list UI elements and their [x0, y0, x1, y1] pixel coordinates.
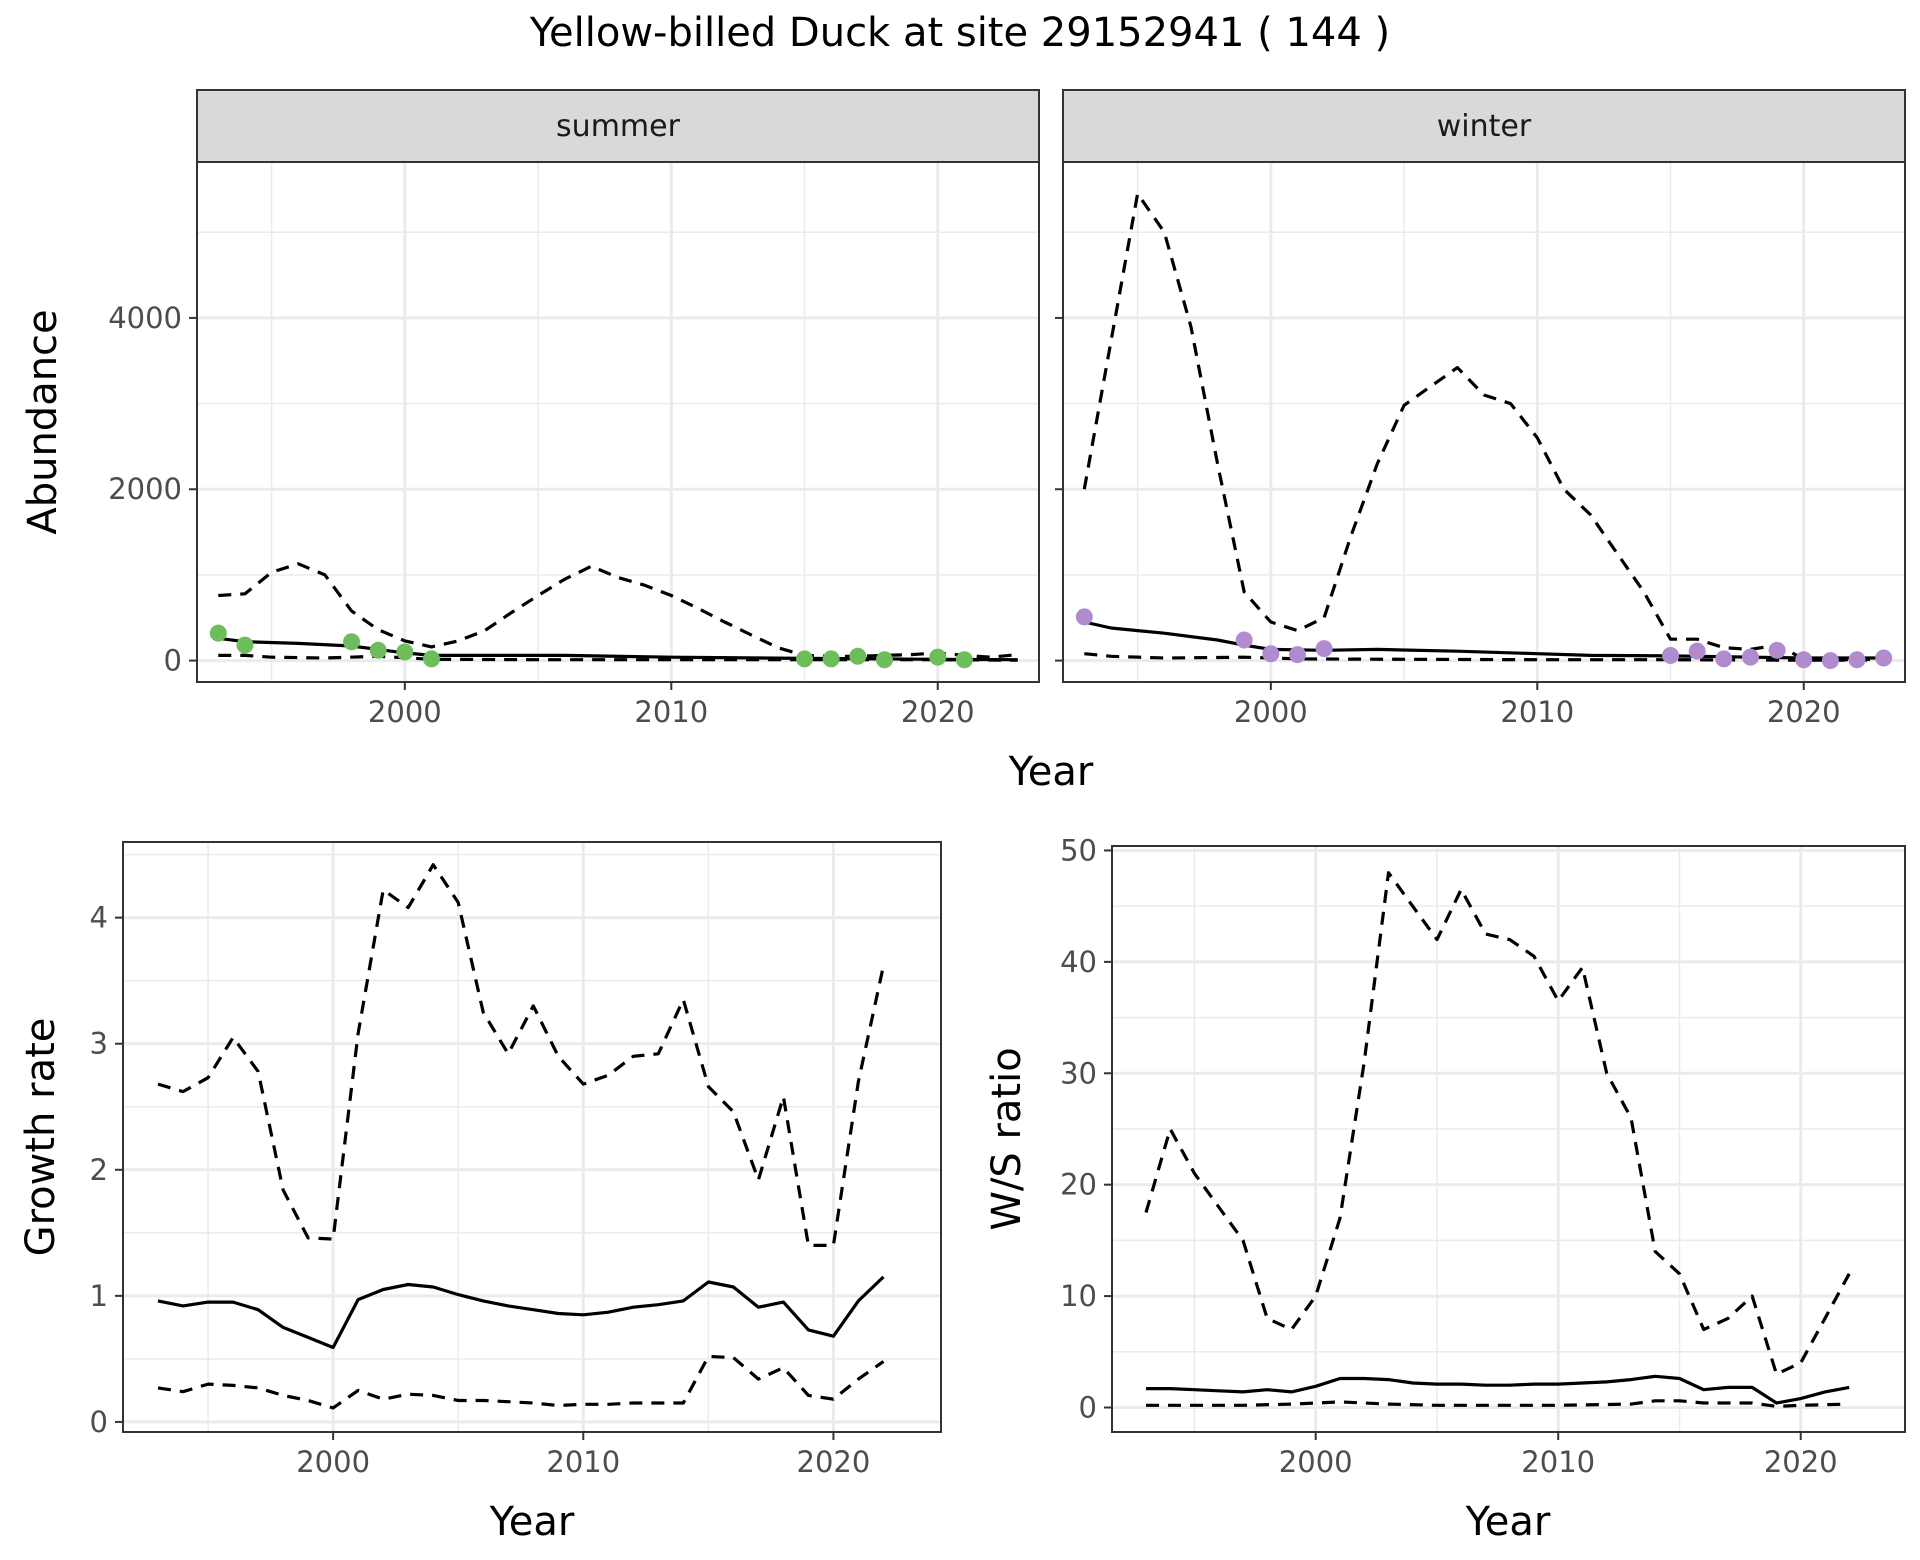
x-tick-label: 2010 [634, 695, 708, 729]
winter-upper-line [1082, 192, 1884, 662]
y-tick-label: 0 [164, 644, 182, 678]
winter-observation-point [1262, 645, 1280, 663]
panel-summer: summer 2000 2010 2020 0 2000 4000 [108, 89, 1040, 729]
x-tick-label: 2020 [1767, 695, 1841, 729]
growth-lower-line [157, 1354, 885, 1410]
winter-observation-point [1688, 642, 1706, 660]
summer-plot-border [196, 161, 1040, 683]
y-tick-label: 2 [90, 1153, 108, 1187]
summer-observation-point [369, 641, 387, 659]
growth-grid [123, 842, 941, 1432]
ratio-x-axis-label: Year [1465, 1499, 1551, 1545]
summer-marks [209, 562, 1018, 669]
winter-mean-line [1083, 620, 1884, 660]
ratio-ticks: 2000 2010 2020 0 10 20 30 40 50 [1060, 833, 1838, 1479]
winter-observation-point [1288, 646, 1306, 664]
winter-plot-border [1062, 161, 1906, 683]
x-tick-label: 2020 [797, 1445, 871, 1479]
ratio-upper-line [1144, 871, 1851, 1376]
x-tick-label: 2000 [296, 1445, 370, 1479]
summer-observation-point [929, 648, 947, 666]
winter-observation-point [1662, 646, 1680, 664]
summer-observation-point [236, 636, 254, 654]
summer-observation-point [422, 650, 440, 668]
winter-observation-point [1315, 640, 1333, 658]
x-tick-label: 2010 [546, 1445, 620, 1479]
summer-observation-point [796, 650, 814, 668]
y-tick-label: 4000 [108, 301, 182, 335]
y-tick-label: 40 [1060, 945, 1097, 979]
x-tick-label: 2020 [901, 695, 975, 729]
x-tick-label: 2020 [1764, 1445, 1838, 1479]
summer-observation-point [396, 643, 414, 661]
summer-grid [197, 162, 1039, 682]
ratio-y-axis-label: W/S ratio [984, 1047, 1030, 1230]
winter-grid [1063, 162, 1905, 682]
x-tick-label: 2010 [1500, 695, 1574, 729]
x-tick-label: 2010 [1521, 1445, 1595, 1479]
growth-plot-border [122, 841, 942, 1433]
winter-lower-line [1084, 652, 1884, 662]
summer-strip [196, 89, 1040, 163]
summer-observation-point [822, 650, 840, 668]
winter-strip [1062, 89, 1906, 163]
y-tick-label: 0 [90, 1405, 108, 1439]
summer-ticks: 2000 2010 2020 0 2000 4000 [108, 301, 974, 729]
summer-facet-label: summer [556, 109, 681, 144]
growth-mean-line [157, 1275, 885, 1350]
y-tick-label: 3 [90, 1027, 108, 1061]
growth-y-axis-label: Growth rate [18, 1018, 64, 1257]
abundance-x-axis-label: Year [1008, 749, 1094, 795]
ratio-lower-line [1146, 1399, 1850, 1408]
ratio-plot-border [1111, 845, 1906, 1433]
summer-observation-point [875, 651, 893, 669]
winter-observation-point [1768, 641, 1786, 659]
y-tick-label: 10 [1060, 1279, 1097, 1313]
x-tick-label: 2000 [1234, 695, 1308, 729]
winter-observation-point [1795, 651, 1813, 669]
x-tick-label: 2000 [368, 695, 442, 729]
winter-ticks: 2000 2010 2020 [1055, 316, 1841, 729]
winter-observation-point [1821, 652, 1839, 670]
winter-observation-point [1235, 631, 1253, 649]
winter-observation-point [1848, 651, 1866, 669]
summer-observation-point [209, 624, 227, 642]
y-tick-label: 4 [90, 901, 108, 935]
abundance-y-axis-label: Abundance [20, 309, 66, 534]
panel-winter: winter 2000 2010 2020 [1055, 89, 1906, 729]
y-tick-label: 30 [1060, 1056, 1097, 1090]
growth-ticks: 2000 2010 2020 0 1 2 3 4 [90, 901, 871, 1479]
figure-title: Yellow-billed Duck at site 29152941 ( 14… [529, 10, 1390, 56]
y-tick-label: 50 [1060, 833, 1097, 867]
winter-observation-point [1741, 648, 1759, 666]
summer-upper-line [218, 562, 1018, 659]
y-tick-label: 1 [90, 1279, 108, 1313]
ratio-marks [1144, 871, 1851, 1408]
summer-observation-point [343, 633, 361, 651]
growth-x-axis-label: Year [489, 1499, 575, 1545]
y-tick-label: 20 [1060, 1168, 1097, 1202]
y-tick-label: 2000 [108, 472, 182, 506]
summer-lower-line [218, 653, 1018, 662]
winter-observation-point [1075, 608, 1093, 626]
panel-ratio: 2000 2010 2020 0 10 20 30 40 50 [1060, 833, 1906, 1479]
winter-marks [1075, 192, 1893, 670]
y-tick-label: 0 [1079, 1390, 1097, 1424]
summer-observation-point [955, 651, 973, 669]
ratio-mean-line [1146, 1374, 1850, 1405]
panel-growth: 2000 2010 2020 0 1 2 3 4 [90, 841, 942, 1479]
winter-facet-label: winter [1437, 109, 1532, 144]
growth-marks [157, 863, 886, 1410]
growth-upper-line [157, 863, 886, 1247]
x-tick-label: 2000 [1279, 1445, 1353, 1479]
winter-observation-point [1875, 649, 1893, 667]
ratio-grid [1112, 846, 1905, 1432]
winter-observation-point [1715, 650, 1733, 668]
summer-observation-point [849, 647, 867, 665]
